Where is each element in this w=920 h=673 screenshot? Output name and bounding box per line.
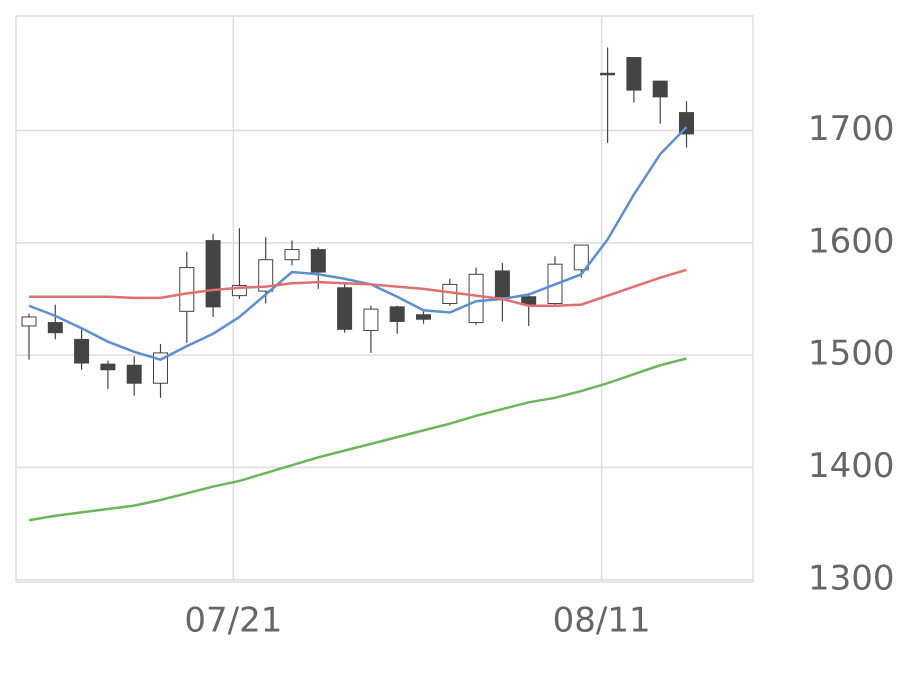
candle-body	[205, 240, 221, 308]
candle-body	[47, 322, 63, 334]
candle-body	[231, 285, 247, 297]
candle-body	[337, 287, 353, 330]
y-tick-label: 1300	[808, 558, 895, 598]
candle-body	[416, 314, 431, 320]
candle-body	[363, 308, 379, 331]
candle-body	[153, 352, 168, 384]
candle-body	[679, 112, 694, 135]
candle-body	[494, 270, 510, 298]
plot-frame	[15, 15, 754, 583]
candle-body	[468, 273, 484, 324]
moving-average-line	[29, 268, 687, 307]
candle-body	[600, 72, 616, 76]
candle-body	[100, 363, 116, 371]
y-tick-label: 1700	[808, 109, 895, 149]
candle-body	[626, 57, 642, 91]
candle-body	[21, 316, 37, 327]
y-tick-label: 1600	[808, 221, 895, 261]
candle-body	[126, 364, 142, 384]
moving-average-line	[28, 126, 688, 361]
y-tick-label: 1400	[808, 446, 895, 486]
candle-body	[74, 338, 90, 364]
candle-body	[310, 249, 326, 273]
candle-body	[652, 80, 668, 98]
x-tick-label: 07/21	[184, 601, 282, 641]
moving-average-line	[28, 357, 687, 522]
y-tick-label: 1500	[808, 334, 895, 374]
x-tick-label: 08/11	[553, 601, 651, 641]
candle-body	[179, 267, 195, 312]
candle-body	[284, 249, 300, 261]
candle-body	[389, 306, 405, 322]
candle-body	[573, 244, 589, 271]
candle-body	[258, 259, 274, 292]
